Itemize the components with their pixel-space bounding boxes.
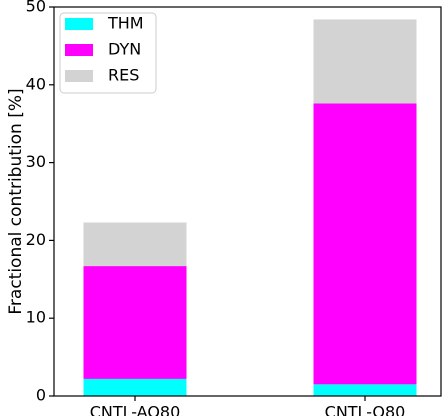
y-tick-label: 30 [26, 152, 46, 171]
legend-swatch-res [65, 70, 93, 82]
y-tick-label: 50 [26, 0, 46, 16]
bar-res-cntl-ao80 [83, 222, 187, 267]
bars-layer [83, 19, 417, 396]
y-tick-label: 20 [26, 230, 46, 249]
bar-thm-cntl-o80 [313, 384, 417, 396]
plot-frame [53, 6, 442, 397]
y-axis: 0 10 20 30 40 50 [26, 0, 54, 405]
x-tick-label: CNTL-O80 [325, 403, 406, 416]
y-tick-label: 40 [26, 74, 46, 93]
x-axis: CNTL-AO80 CNTL-O80 [90, 396, 406, 416]
legend-swatch-thm [65, 18, 93, 30]
y-tick-label: 0 [36, 386, 46, 405]
legend-label-res: RES [108, 66, 139, 85]
legend-label-dyn: DYN [108, 40, 141, 59]
bar-dyn-cntl-ao80 [83, 266, 187, 379]
x-tick-label: CNTL-AO80 [90, 403, 181, 416]
bar-dyn-cntl-o80 [313, 103, 417, 385]
legend-label-thm: THM [107, 14, 144, 33]
bar-res-cntl-o80 [313, 19, 417, 104]
y-axis-label: Fractional contribution [%] [6, 88, 26, 314]
bar-thm-cntl-ao80 [83, 378, 187, 396]
legend-swatch-dyn [65, 44, 93, 56]
y-tick-label: 10 [26, 308, 46, 327]
legend: THM DYN RES [59, 12, 157, 94]
